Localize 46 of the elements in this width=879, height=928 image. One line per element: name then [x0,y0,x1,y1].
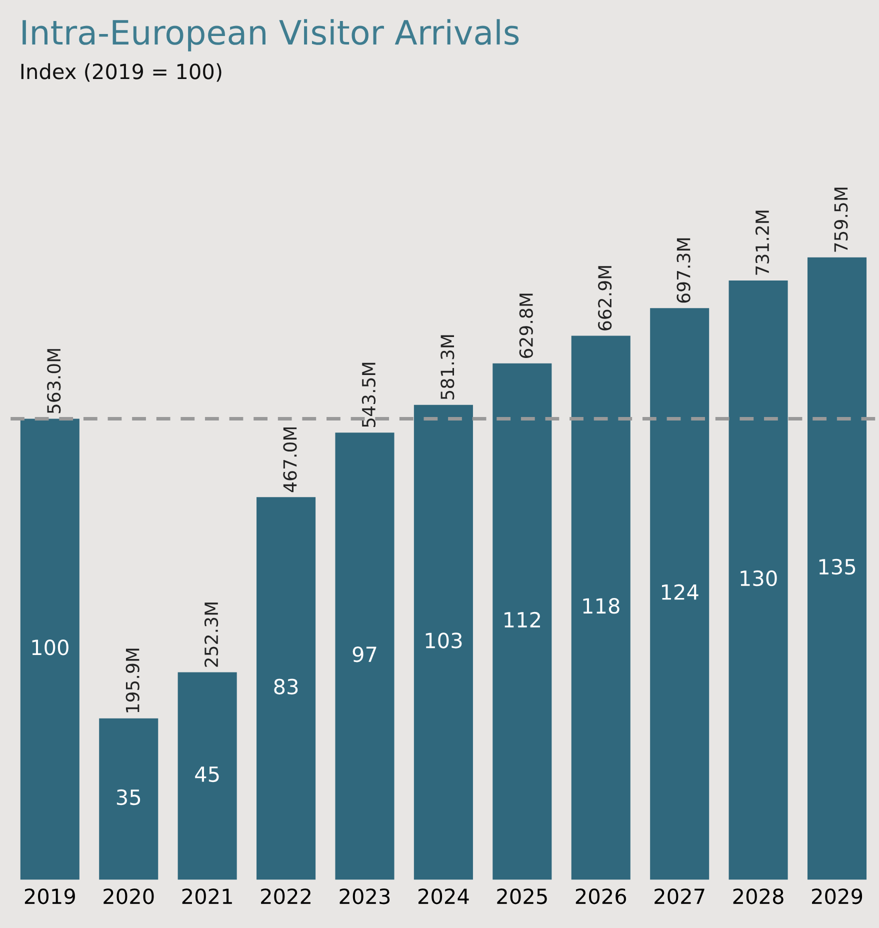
bar [650,308,710,880]
bar [99,718,158,880]
bar [492,363,552,880]
x-tick-label: 2020 [104,888,154,904]
data-label: 35 [116,789,140,806]
bar [178,672,237,880]
x-tick-label: 2021 [182,888,232,904]
bar [414,404,473,880]
data-label: 130 [740,570,777,586]
x-tick-label: 2029 [812,888,862,904]
bar [256,497,316,880]
bar [728,280,788,880]
annotation: 543.5M [362,362,376,428]
x-tick-label: 2025 [497,888,547,904]
chart-title: Intra-European Visitor Arrivals [22,19,519,52]
annotation: 662.9M [598,266,612,330]
x-tick-label: 2023 [340,888,390,904]
x-tick-label: 2024 [418,888,469,904]
annotation: 697.3M [676,238,690,303]
data-label: 112 [504,612,540,628]
data-label: 83 [274,678,298,694]
data-label: 118 [583,598,620,614]
annotation: 629.8M [519,294,533,358]
annotation: 581.3M [440,335,454,400]
bar [807,257,867,880]
x-tick-label: 2028 [733,888,784,904]
annotation: 759.5M [834,188,848,252]
data-label: 135 [819,558,856,575]
bar [335,432,394,880]
data-label: 45 [195,766,219,782]
data-label: 100 [32,640,68,656]
x-tick-label: 2019 [24,888,75,904]
annotation: 467.0M [283,427,297,492]
bar [571,336,630,880]
annotation: 563.0M [47,349,61,414]
chart-subtitle: Index (2019 = 100) [21,63,222,82]
x-tick-label: 2027 [654,888,704,904]
data-label: 97 [352,646,376,662]
annotation: 731.2M [755,210,770,275]
bar [20,418,80,880]
annotation: 252.3M [204,602,218,667]
x-tick-label: 2026 [576,888,626,904]
data-label: 103 [426,632,462,648]
data-label: 124 [662,584,698,600]
x-tick-label: 2022 [261,888,310,904]
annotation: 195.9M [126,648,140,712]
